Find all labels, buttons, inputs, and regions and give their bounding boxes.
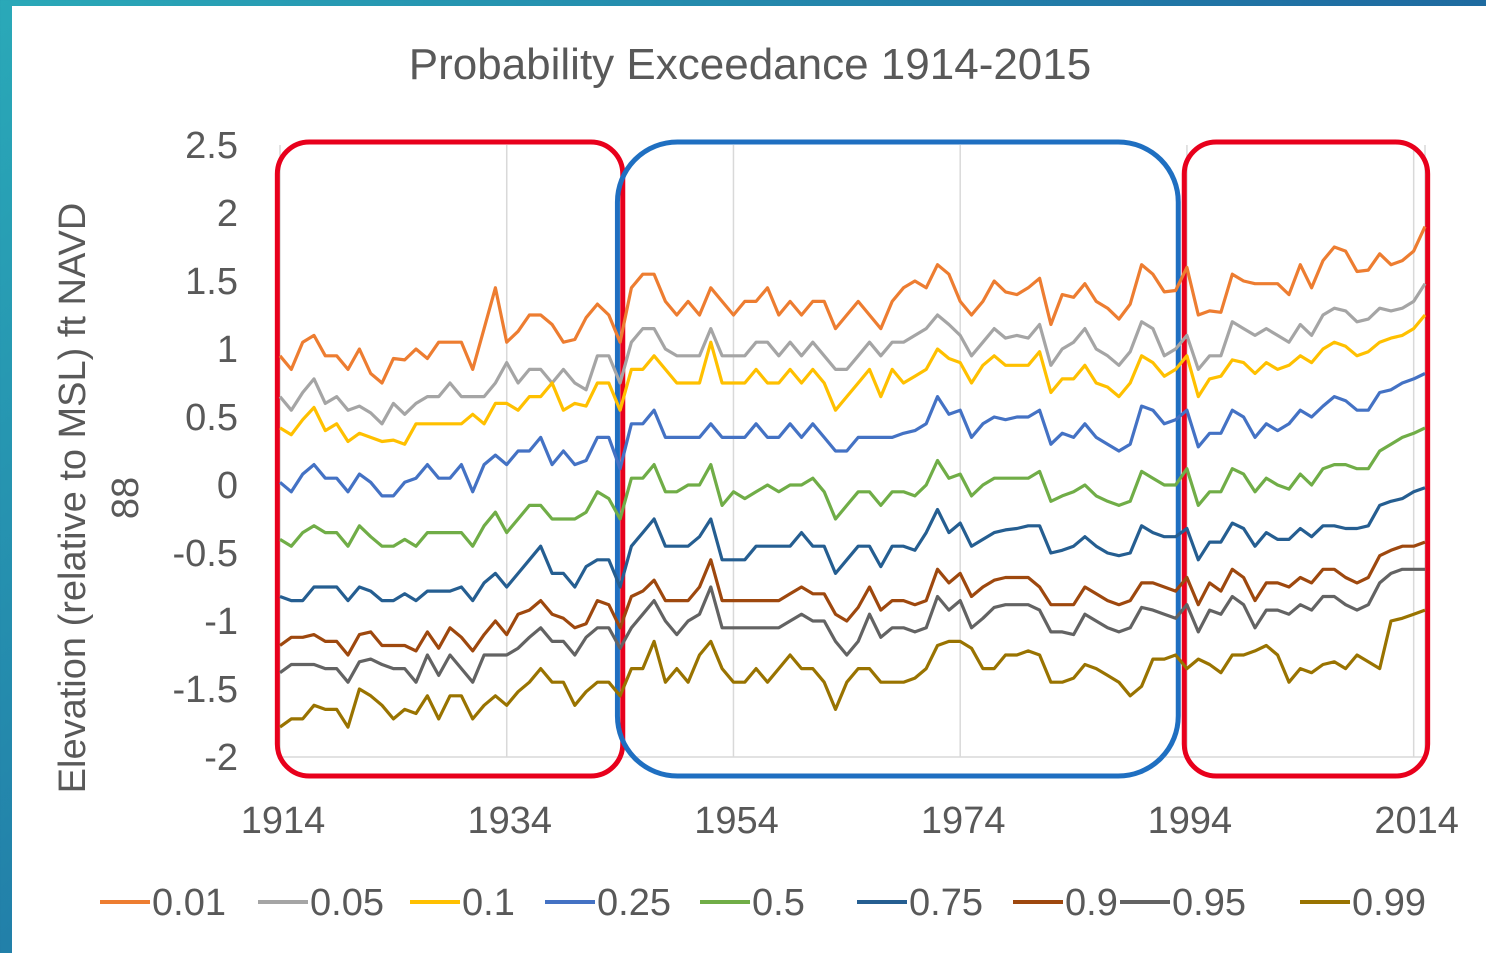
y-tick-label: 2.5 bbox=[185, 125, 238, 167]
series-line-0.75 bbox=[279, 486, 1426, 603]
y-axis-label-line1: Elevation (relative to MSL) ft NAVD bbox=[52, 203, 94, 794]
series-line-0.5 bbox=[279, 426, 1426, 548]
legend-label-0.99: 0.99 bbox=[1352, 882, 1426, 924]
legend-label-0.75: 0.75 bbox=[909, 882, 983, 924]
y-axis-label-line2: 88 bbox=[105, 477, 147, 519]
y-tick-label: 2 bbox=[217, 193, 238, 235]
gridlines bbox=[279, 145, 1426, 758]
series-line-0.1 bbox=[279, 313, 1427, 446]
legend-label-0.95: 0.95 bbox=[1172, 882, 1246, 924]
y-tick-label: 0.5 bbox=[185, 397, 238, 439]
x-tick-label: 1974 bbox=[921, 800, 1006, 842]
legend: 0.01 0.05 0.1 0.25 0.5 0.75 0.9 0.95 0.99 bbox=[100, 882, 1426, 924]
x-tick-label: 2014 bbox=[1374, 800, 1459, 842]
x-tick-label: 1994 bbox=[1148, 800, 1233, 842]
highlight-boxes bbox=[274, 139, 1431, 779]
legend-label-0.5: 0.5 bbox=[752, 882, 805, 924]
chart-title: Probability Exceedance 1914-2015 bbox=[408, 40, 1092, 89]
x-tick-label: 1914 bbox=[241, 800, 326, 842]
x-tick-label: 1954 bbox=[694, 800, 779, 842]
legend-label-0.9: 0.9 bbox=[1065, 882, 1118, 924]
y-tick-label: -0.5 bbox=[173, 533, 238, 575]
series-line-0.9 bbox=[279, 540, 1426, 657]
legend-label-0.05: 0.05 bbox=[310, 882, 384, 924]
legend-label-0.1: 0.1 bbox=[462, 882, 515, 924]
y-tick-label: -2 bbox=[204, 737, 238, 779]
series-line-0.25 bbox=[278, 372, 1426, 498]
x-axis-ticks: 1914 1934 1954 1974 1994 2014 bbox=[241, 800, 1459, 842]
series-line-0.95 bbox=[279, 567, 1425, 684]
series-line-0.05 bbox=[278, 282, 1427, 426]
chart-frame bbox=[12, 6, 1486, 953]
y-tick-label: -1.5 bbox=[173, 669, 238, 711]
y-axis-ticks: 2.5 2 1.5 1 0.5 0 -0.5 -1 -1.5 -2 bbox=[173, 125, 238, 779]
legend-label-0.01: 0.01 bbox=[152, 882, 226, 924]
y-tick-label: 1.5 bbox=[185, 261, 238, 303]
y-tick-label: -1 bbox=[204, 601, 238, 643]
x-tick-label: 1934 bbox=[467, 800, 552, 842]
series-lines bbox=[278, 225, 1427, 729]
y-tick-label: 1 bbox=[217, 329, 238, 371]
legend-label-0.25: 0.25 bbox=[597, 882, 671, 924]
y-tick-label: 0 bbox=[217, 465, 238, 507]
y-axis-label: Elevation (relative to MSL) ft NAVD 88 bbox=[52, 203, 147, 794]
series-line-0.01 bbox=[278, 225, 1427, 385]
series-line-0.99 bbox=[279, 608, 1426, 729]
highlight-box-3 bbox=[1181, 139, 1431, 779]
